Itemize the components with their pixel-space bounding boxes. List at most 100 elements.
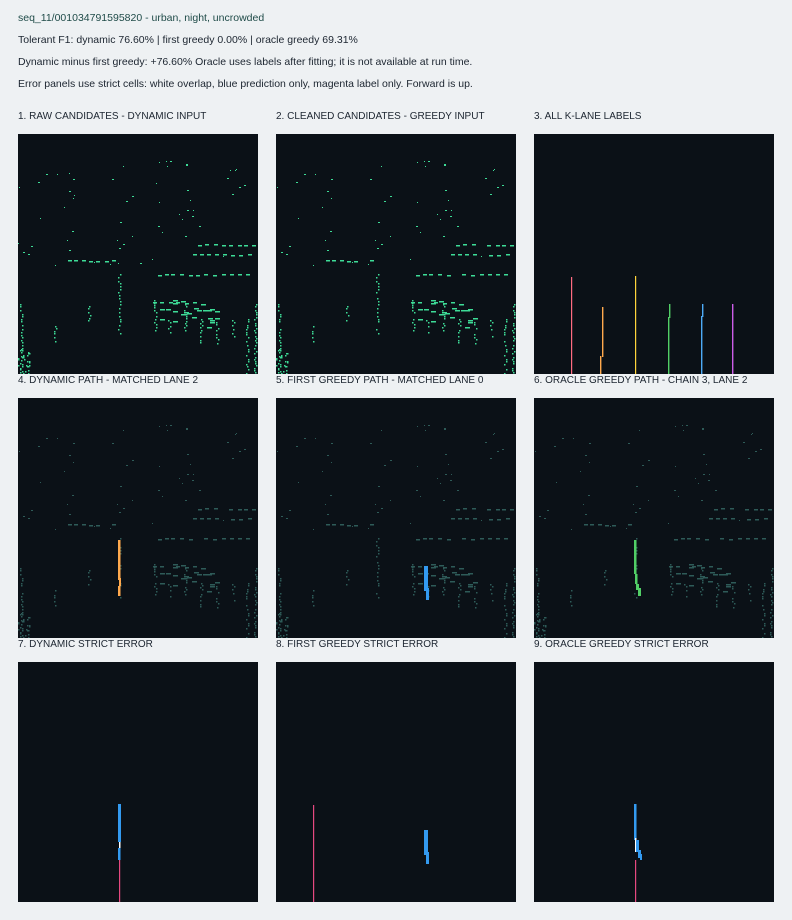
candidate-point — [156, 327, 158, 329]
lane-label-green-top — [669, 304, 671, 318]
candidate-point — [169, 302, 173, 304]
candidate-point — [184, 312, 189, 314]
candidate-point — [771, 570, 773, 572]
candidate-point — [534, 623, 536, 625]
candidate-point — [538, 621, 540, 623]
candidate-point — [429, 538, 433, 540]
candidate-point — [118, 329, 120, 331]
candidate-point — [605, 525, 609, 527]
candidate-point — [709, 518, 713, 520]
candidate-point — [713, 574, 718, 576]
candidate-point — [279, 583, 281, 585]
candidate-point — [88, 312, 90, 314]
candidate-point — [772, 602, 774, 604]
candidate-point — [445, 210, 447, 211]
candidate-point — [185, 236, 187, 237]
candidate-point — [748, 584, 750, 586]
candidate-point — [21, 624, 23, 626]
candidate-point — [536, 636, 538, 638]
candidate-point — [154, 564, 156, 566]
candidate-point — [281, 357, 283, 359]
candidate-point — [771, 589, 773, 591]
candidate-point — [280, 314, 282, 316]
candidate-point — [376, 329, 378, 331]
candidate-point — [465, 310, 470, 312]
candidate-point — [450, 216, 452, 217]
candidate-point — [457, 490, 459, 491]
candidate-point — [254, 617, 256, 619]
candidate-point — [378, 568, 380, 570]
candidate-point — [465, 327, 470, 329]
candidate-point — [158, 275, 162, 277]
candidate-point — [280, 366, 282, 368]
candidate-point — [476, 328, 478, 330]
candidate-point — [55, 265, 56, 266]
pred-only-segment — [424, 830, 428, 855]
candidate-point — [185, 500, 187, 501]
candidate-point — [24, 359, 26, 361]
candidate-point — [216, 601, 218, 603]
candidate-point — [670, 586, 672, 588]
candidate-point — [248, 349, 250, 351]
candidate-point — [313, 605, 315, 607]
candidate-point — [492, 586, 494, 588]
candidate-point — [185, 567, 189, 569]
candidate-point — [686, 596, 688, 598]
candidate-point — [285, 366, 287, 368]
candidate-point — [670, 571, 672, 573]
candidate-point — [763, 589, 765, 591]
candidate-point — [255, 609, 257, 611]
candidate-point — [23, 619, 25, 621]
candidate-point — [256, 317, 258, 319]
candidate-point — [166, 161, 167, 162]
candidate-point — [248, 623, 250, 625]
candidate-point — [281, 620, 283, 622]
candidate-point — [539, 620, 541, 622]
candidate-point — [278, 636, 280, 638]
candidate-point — [504, 373, 506, 374]
candidate-point — [502, 245, 506, 247]
candidate-point — [497, 519, 501, 521]
candidate-point — [327, 191, 329, 192]
candidate-point — [490, 589, 492, 591]
candidate-point — [378, 597, 380, 599]
candidate-point — [280, 578, 282, 580]
pred-only-segment — [426, 852, 429, 864]
candidate-point — [636, 568, 638, 570]
candidate-point — [22, 578, 24, 580]
candidate-point — [276, 365, 278, 367]
candidate-point — [246, 593, 248, 595]
lane-label-orange-lower — [600, 356, 602, 374]
candidate-point — [55, 326, 57, 328]
candidate-point — [764, 613, 766, 615]
candidate-point — [636, 547, 638, 549]
candidate-point — [160, 309, 165, 311]
candidate-point — [538, 614, 540, 616]
candidate-point — [439, 578, 444, 580]
candidate-point — [701, 587, 703, 589]
candidate-point — [346, 584, 348, 586]
candidate-point — [256, 602, 258, 604]
candidate-point — [451, 254, 455, 256]
candidate-point — [734, 592, 736, 594]
candidate-point — [287, 625, 289, 627]
candidate-point — [247, 609, 249, 611]
candidate-point — [377, 580, 379, 582]
candidate-point — [513, 574, 515, 576]
candidate-point — [771, 609, 773, 611]
candidate-point — [771, 600, 773, 602]
candidate-point — [544, 518, 546, 519]
candidate-point — [22, 316, 24, 318]
candidate-point — [544, 617, 546, 619]
lane-label-blue-top — [702, 304, 704, 317]
candidate-point — [54, 595, 56, 597]
cleaned-candidates-plot — [276, 161, 516, 374]
candidate-point — [120, 597, 122, 599]
candidate-point — [378, 286, 380, 288]
candidate-point — [154, 571, 156, 573]
candidate-point — [721, 508, 725, 510]
candidate-point — [186, 316, 188, 318]
candidate-point — [28, 634, 30, 636]
candidate-point — [185, 587, 187, 589]
candidate-point — [278, 570, 280, 572]
